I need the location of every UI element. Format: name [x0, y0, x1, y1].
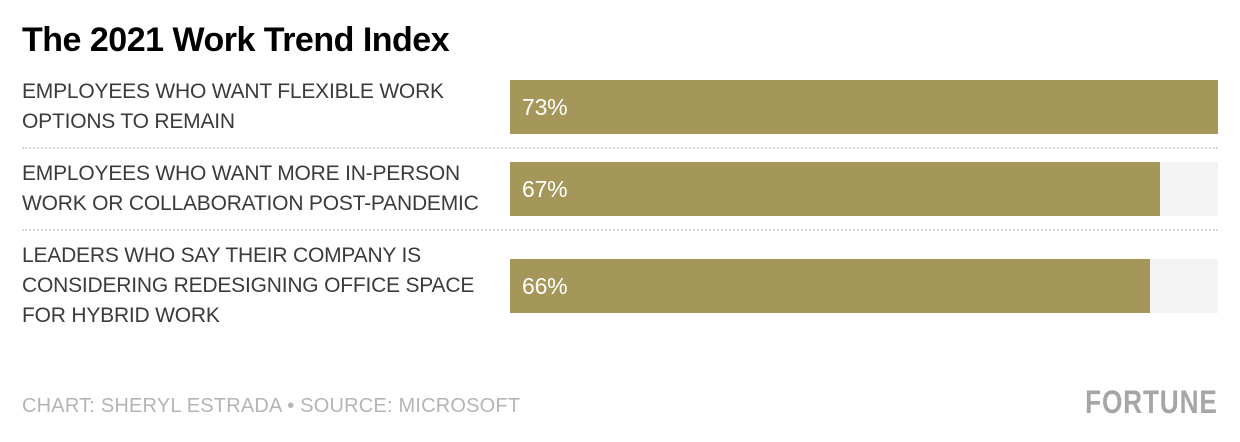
- bar-value-label: 73%: [522, 93, 568, 120]
- bar-flexible-work: 73%: [510, 80, 1218, 135]
- bar-track: 73%: [510, 80, 1218, 135]
- bar-office-redesign: 66%: [510, 259, 1151, 314]
- row-label: EMPLOYEES WHO WANT MORE IN-PERSON WORK O…: [22, 162, 479, 216]
- source-credit: CHART: SHERYL ESTRADA • SOURCE: MICROSOF…: [22, 395, 521, 417]
- fortune-logo: FORTUNE: [1085, 384, 1218, 420]
- chart-row-flexible-work: EMPLOYEES WHO WANT FLEXIBLE WORK OPTIONS…: [22, 67, 1218, 147]
- dotted-divider: [22, 229, 1218, 232]
- dotted-divider: [22, 147, 1218, 150]
- chart-footer: CHART: SHERYL ESTRADA • SOURCE: MICROSOF…: [22, 386, 1218, 426]
- bar-value-label: 66%: [522, 272, 568, 299]
- bar-value-label: 67%: [522, 175, 568, 202]
- bar-in-person-work: 67%: [510, 162, 1160, 217]
- chart-row-office-redesign: LEADERS WHO SAY THEIR COMPANY IS CONSIDE…: [22, 231, 1218, 341]
- chart-row-in-person-work: EMPLOYEES WHO WANT MORE IN-PERSON WORK O…: [22, 149, 1218, 229]
- bar-track: 66%: [510, 259, 1218, 314]
- row-label: EMPLOYEES WHO WANT FLEXIBLE WORK OPTIONS…: [22, 80, 444, 134]
- chart-title: The 2021 Work Trend Index: [22, 21, 450, 59]
- bar-track: 67%: [510, 162, 1218, 217]
- row-label: LEADERS WHO SAY THEIR COMPANY IS CONSIDE…: [22, 244, 475, 328]
- bar-rows: EMPLOYEES WHO WANT FLEXIBLE WORK OPTIONS…: [22, 67, 1218, 341]
